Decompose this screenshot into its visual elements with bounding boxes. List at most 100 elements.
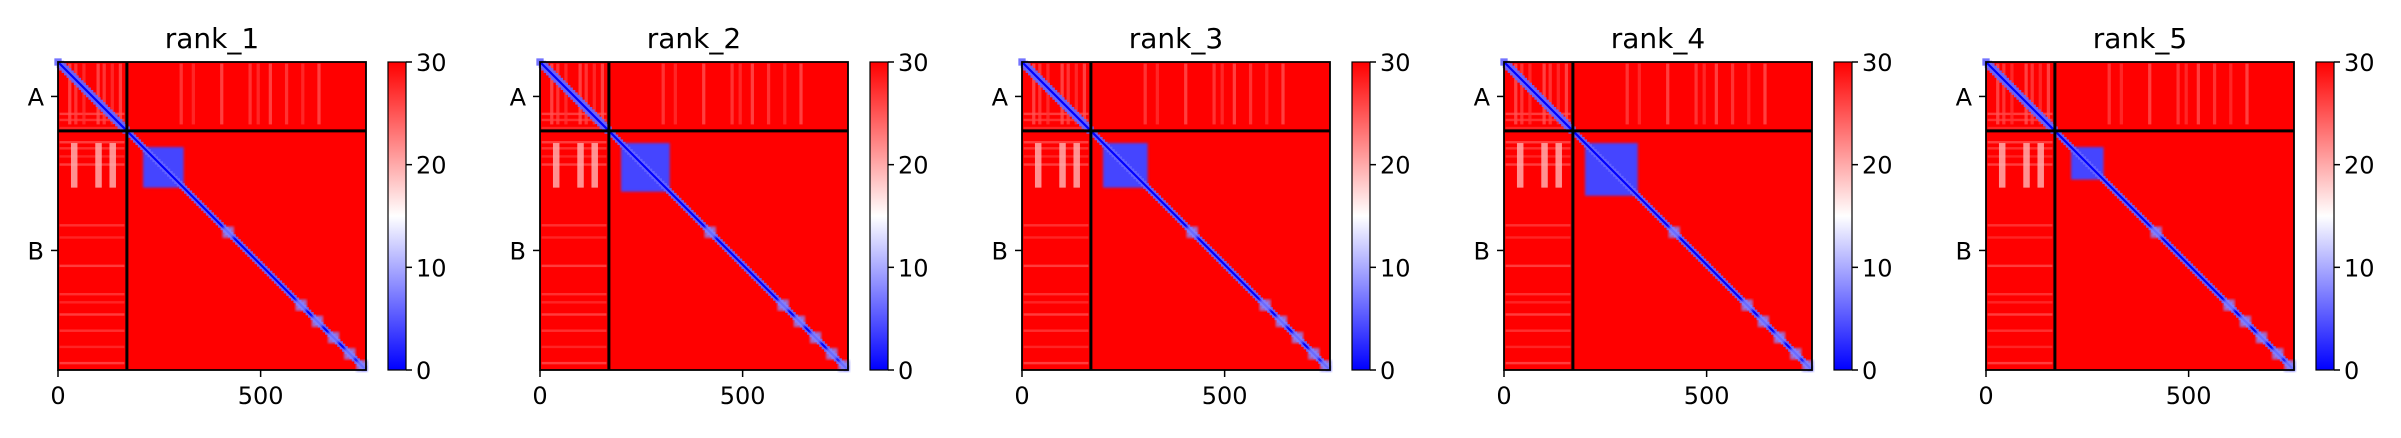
stripe-mark (1143, 63, 1147, 125)
panel-title: rank_5 (2093, 22, 2187, 55)
stripe-mark (1763, 63, 1767, 125)
y-tick-label-B: B (1474, 237, 1490, 265)
stripe-mark (2229, 63, 2233, 125)
diagonal-blob (1741, 299, 1753, 311)
diagonal-blob (311, 315, 324, 328)
stripe-mark (1505, 224, 1571, 227)
diagonal-blob (1308, 348, 1320, 360)
stripe-mark (1281, 63, 1285, 125)
colorbar-tick-label: 10 (1380, 254, 1411, 282)
colorbar-tick-label: 20 (898, 152, 929, 180)
heatmap-panel-2: rank_2 A B 0 500 0 10 20 30 (510, 22, 929, 410)
stripe-mark (541, 301, 607, 304)
pale-column (2023, 143, 2030, 188)
diagonal-blob (1320, 360, 1332, 372)
stripe-mark (1023, 224, 1089, 227)
stripe-mark (2245, 63, 2249, 125)
diagonal-blob (222, 226, 234, 238)
stripe-mark (59, 224, 125, 227)
stripe-mark (541, 155, 607, 158)
stripe-mark (2176, 63, 2180, 125)
heatmap-panel-4: rank_4 A B 0 500 0 10 20 30 (1474, 22, 1893, 410)
stripe-mark (220, 63, 224, 125)
y-tick-label-B: B (510, 237, 526, 265)
pale-column (1034, 143, 1042, 188)
stripe-mark (110, 63, 114, 125)
stripe-mark (1730, 63, 1735, 125)
stripe-mark (118, 63, 123, 125)
colorbar-tick-label: 30 (416, 49, 447, 77)
stripe-mark (1023, 361, 1089, 365)
stripe-mark (2119, 63, 2123, 125)
stripe-mark (59, 118, 125, 122)
stripe-mark (541, 224, 607, 227)
stripe-mark (1505, 147, 1571, 150)
stripe-mark (541, 126, 607, 130)
colorbar (1833, 61, 1853, 371)
pale-column (1059, 143, 1066, 188)
x-tick-label: 0 (1014, 382, 1029, 410)
colorbar-tick-label: 0 (416, 357, 431, 385)
stripe-mark (1023, 329, 1089, 332)
stripe-mark (96, 63, 100, 125)
stripe-mark (541, 112, 607, 116)
stripe-mark (1987, 147, 2053, 150)
stripe-mark (661, 63, 665, 125)
stripe-mark (541, 141, 607, 144)
stripe-mark (1023, 147, 1089, 150)
colorbar (869, 61, 889, 371)
heatmap-panel-3: rank_3 A B 0 500 0 10 20 30 (992, 22, 1411, 410)
colorbar-tick-label: 0 (898, 357, 913, 385)
stripe-mark (1514, 63, 1518, 125)
diagonal-blob (1186, 226, 1198, 238)
heatmap-panel-5: rank_5 A B 0 500 0 10 20 30 (1956, 22, 2375, 410)
stripe-mark (578, 63, 582, 125)
stripe-mark (1714, 63, 1718, 125)
stripe-mark (1556, 63, 1560, 125)
stripe-mark (1996, 63, 2000, 125)
stripe-mark (59, 163, 125, 166)
stripe-mark (1542, 63, 1546, 125)
x-tick-label: 500 (2166, 382, 2212, 410)
stripe-mark (1155, 63, 1159, 125)
pale-column (1516, 143, 1524, 188)
pale-column (591, 143, 598, 188)
stripe-mark (556, 63, 560, 125)
panel-title: rank_2 (647, 22, 741, 55)
stripe-mark (541, 264, 607, 268)
x-tick-label: 500 (238, 382, 284, 410)
stripe-mark (1023, 126, 1089, 130)
stripe-mark (1023, 345, 1089, 349)
diagonal-blob (2255, 331, 2268, 344)
stripe-mark (59, 126, 125, 130)
stripe-mark (1505, 163, 1571, 166)
stripe-mark (2030, 63, 2034, 125)
stripe-mark (1023, 155, 1089, 158)
colorbar-tick-label: 20 (1862, 152, 1893, 180)
diagonal-blob (826, 348, 838, 360)
stripe-mark (1023, 301, 1089, 304)
stripe-mark (673, 63, 677, 125)
stripe-mark (1232, 63, 1236, 125)
pale-column (577, 143, 584, 188)
stripe-mark (1505, 264, 1571, 268)
stripe-mark (1520, 63, 1524, 125)
diagonal-blob (344, 348, 356, 360)
stripe-mark (1702, 63, 1706, 125)
stripe-mark (541, 361, 607, 365)
diagonal-blob (1291, 331, 1304, 344)
stripe-mark (1987, 141, 2053, 144)
stripe-mark (59, 345, 125, 349)
diagonal-blob (2239, 315, 2252, 328)
stripe-mark (59, 293, 125, 296)
y-tick-label-A: A (992, 83, 1009, 111)
panel-title: rank_1 (165, 22, 259, 55)
stripe-mark (102, 63, 106, 125)
diagonal-blob (2150, 226, 2162, 238)
pale-column (109, 143, 116, 188)
diagonal-blob (295, 299, 307, 311)
colorbar-tick-label: 30 (1862, 49, 1893, 77)
diagonal-blob (1668, 226, 1680, 238)
diagonal-blob (1275, 315, 1288, 328)
stripe-mark (541, 163, 607, 166)
